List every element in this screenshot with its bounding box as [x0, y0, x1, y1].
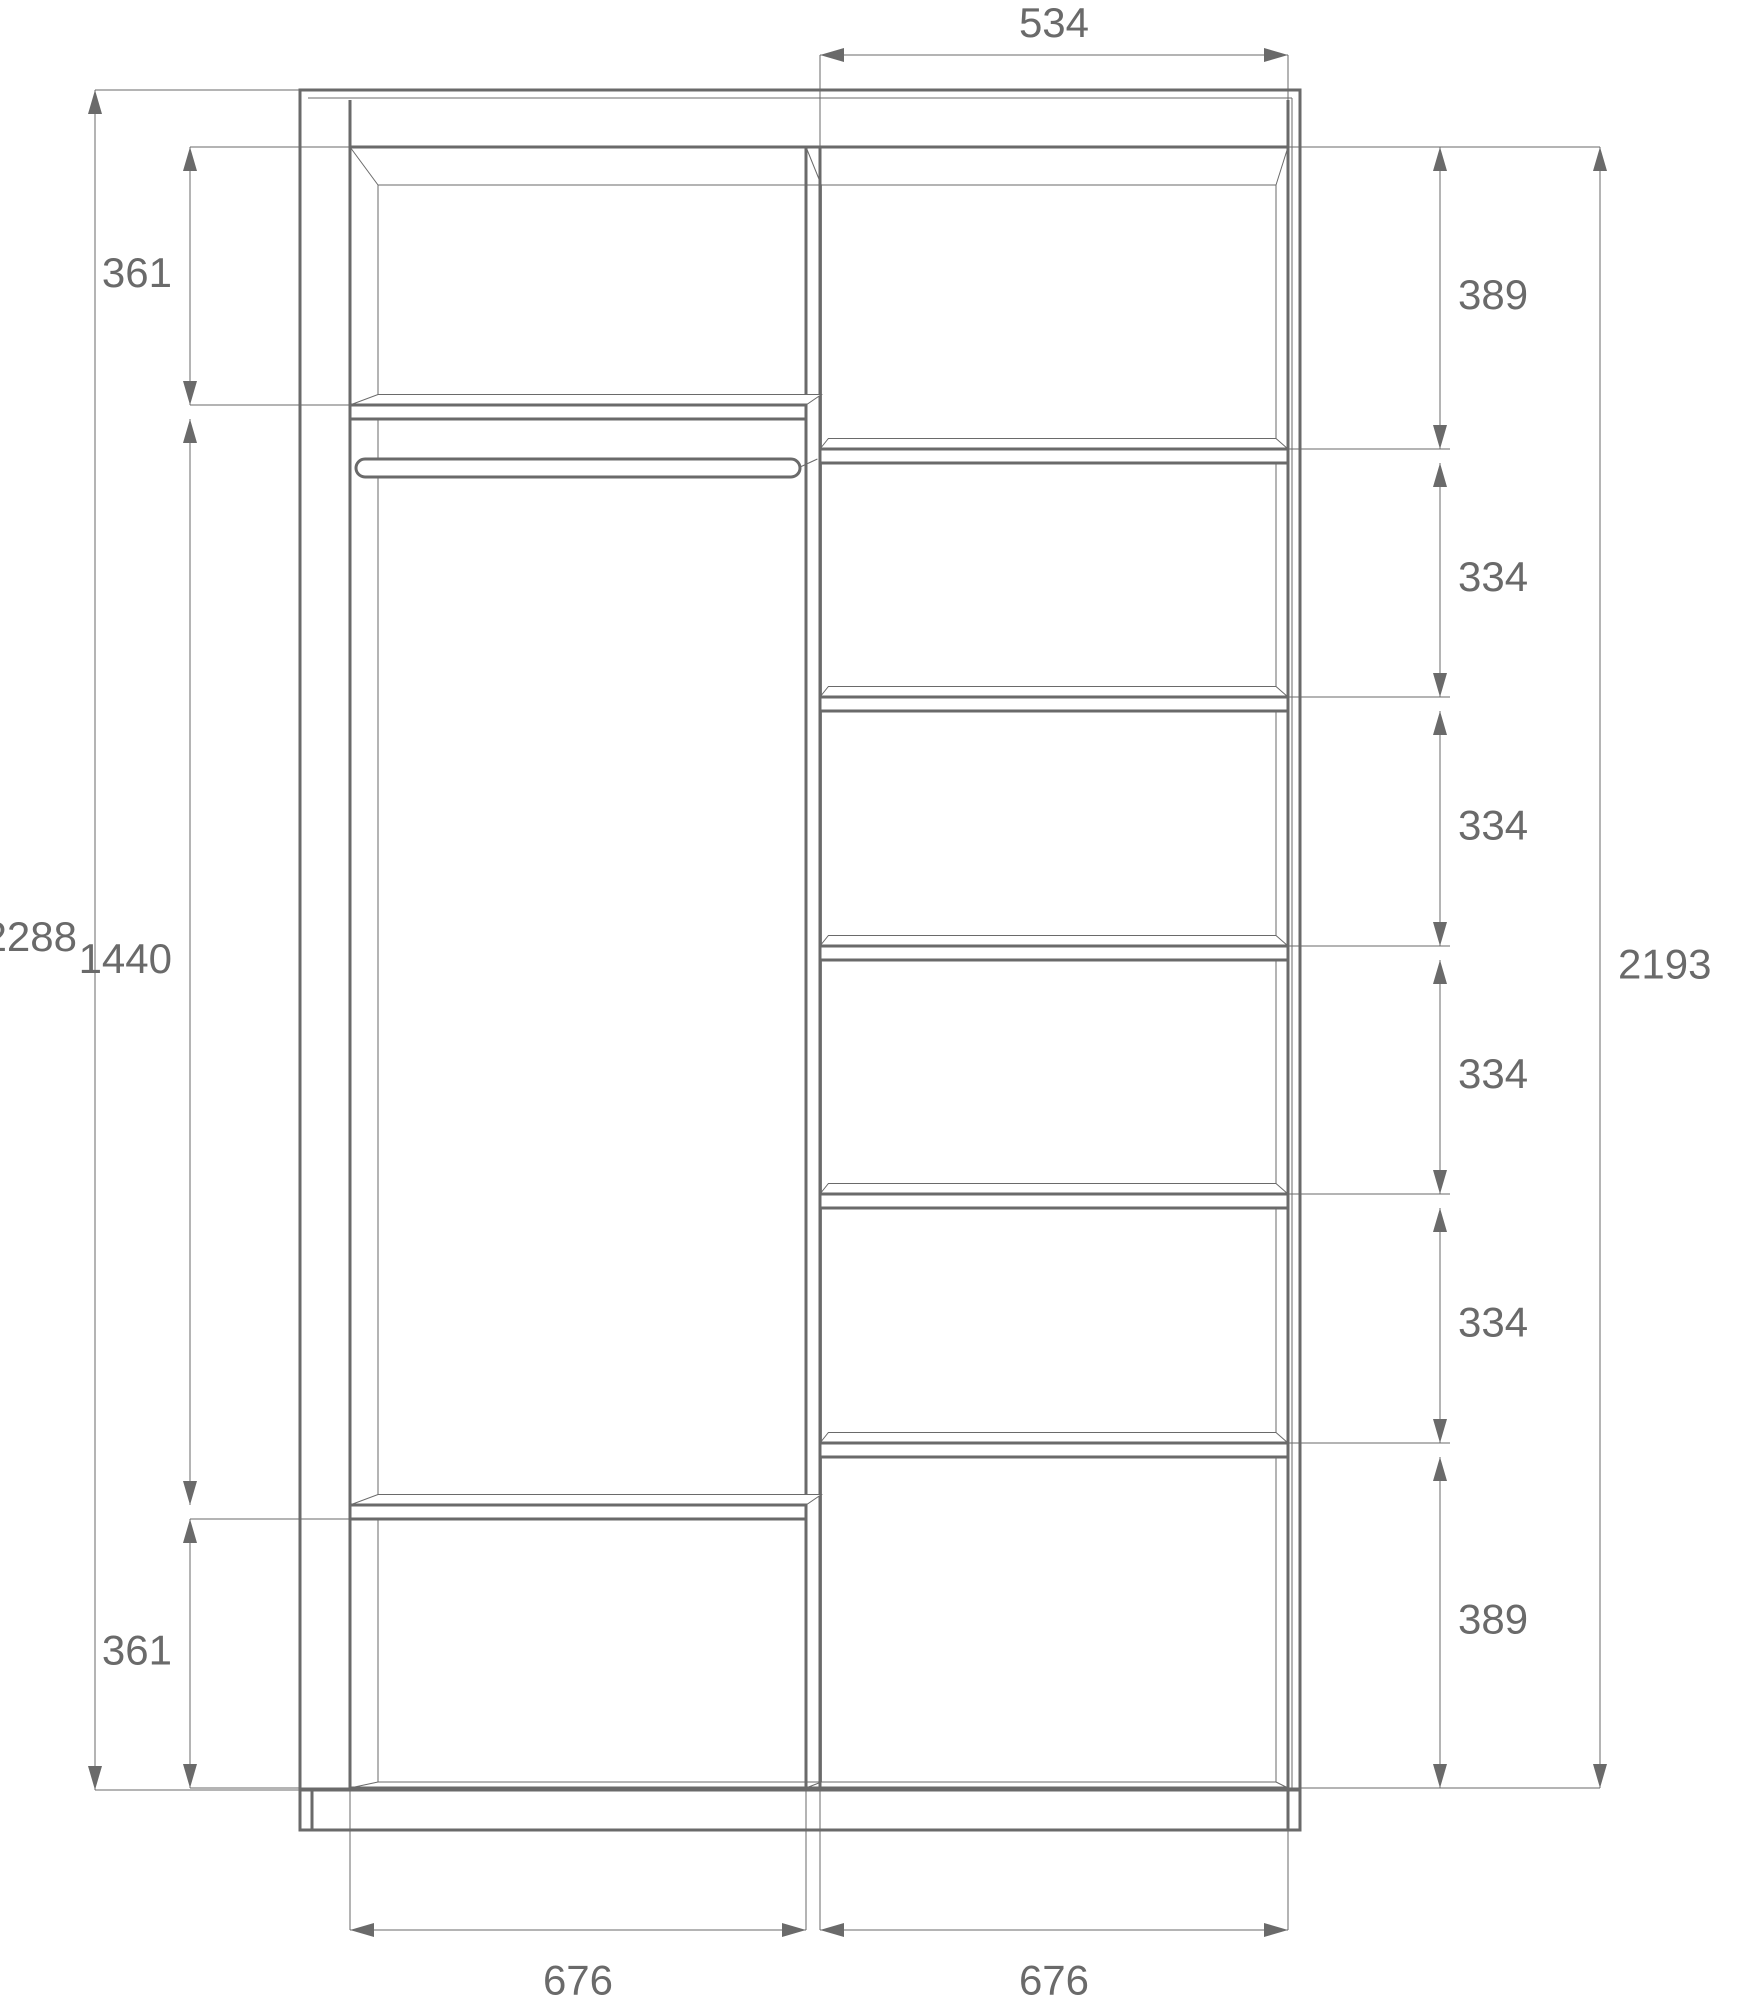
- dim-right-seg-3: 334: [1458, 1050, 1528, 1097]
- dim-right-seg-5: 389: [1458, 1596, 1528, 1643]
- dim-right-seg-2: 334: [1458, 802, 1528, 849]
- dim-left-total: 2288: [0, 913, 77, 960]
- dim-right-seg-0: 389: [1458, 271, 1528, 318]
- cabinet: [300, 90, 1300, 1830]
- technical-drawing: 534 361 1440 361 2288 389 334 334 334 334 389 2193 6…: [0, 0, 1751, 2002]
- dim-bottom-left: 676: [543, 1956, 613, 2002]
- dim-right-seg-1: 334: [1458, 553, 1528, 600]
- dim-left-mid: 1440: [79, 935, 172, 982]
- dim-left-bottom: 361: [102, 1627, 172, 1674]
- dim-right-total: 2193: [1618, 941, 1711, 988]
- dim-bottom-right: 676: [1019, 1956, 1089, 2002]
- dim-top-width: 534: [1019, 0, 1089, 46]
- dim-left-top: 361: [102, 249, 172, 296]
- dim-right-seg-4: 334: [1458, 1299, 1528, 1346]
